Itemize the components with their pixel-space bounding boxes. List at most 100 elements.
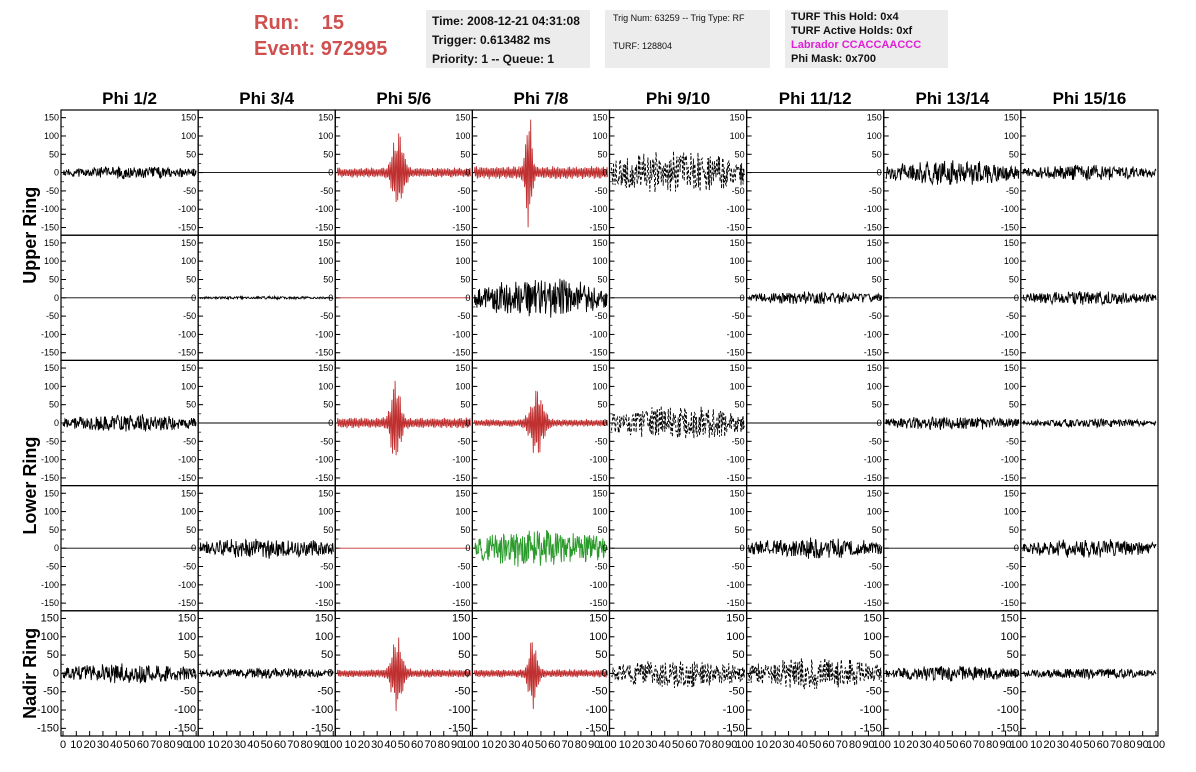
y-tick-label: 50: [872, 274, 882, 284]
y-tick-label: -100: [589, 455, 607, 465]
y-tick-label: -50: [594, 311, 607, 321]
x-tick-label: 100: [735, 739, 753, 751]
y-tick-label: -100: [1001, 580, 1019, 590]
y-tick-label: 150: [318, 363, 333, 373]
y-tick-label: 50: [872, 400, 882, 410]
y-tick-label: -150: [589, 223, 607, 233]
x-tick-label: 40: [247, 739, 259, 751]
y-tick-label: 0: [190, 667, 196, 679]
y-tick-label: -50: [457, 186, 470, 196]
y-tick-label: 0: [740, 543, 745, 553]
y-tick-label: -50: [869, 186, 882, 196]
y-tick-label: -100: [41, 329, 59, 339]
y-tick-label: -100: [864, 455, 882, 465]
x-tick-label: 90: [1137, 739, 1149, 751]
x-tick-label: 20: [1043, 739, 1055, 751]
y-tick-label: -50: [1006, 311, 1019, 321]
x-tick-label: 70: [150, 739, 162, 751]
y-tick-label: 100: [452, 631, 470, 643]
y-tick-label: 150: [592, 113, 607, 123]
column-header: Phi 9/10: [646, 89, 710, 108]
y-tick-label: 150: [318, 113, 333, 123]
ring-label: Nadir Ring: [20, 628, 40, 719]
x-tick-label: 20: [221, 739, 233, 751]
turf-hold-text: TURF This Hold: 0x4: [791, 11, 899, 23]
y-tick-label: 0: [602, 418, 607, 428]
x-tick-label: 80: [1123, 739, 1135, 751]
y-tick-label: 150: [863, 612, 881, 624]
waveform-trace: [611, 405, 746, 439]
y-tick-label: -50: [732, 562, 745, 572]
y-tick-label: 0: [740, 293, 745, 303]
y-tick-label: -150: [723, 722, 745, 734]
y-tick-label: -150: [37, 722, 59, 734]
y-tick-label: 100: [41, 631, 59, 643]
ring-label: Upper Ring: [20, 187, 40, 284]
waveform-trace: [473, 642, 608, 710]
y-tick-label: 0: [54, 168, 59, 178]
y-tick-label: -100: [1001, 455, 1019, 465]
x-tick-label: 50: [535, 739, 547, 751]
waveform-trace: [885, 160, 1020, 186]
y-tick-label: -100: [174, 704, 196, 716]
y-tick-label: 100: [181, 256, 196, 266]
column-header: Phi 7/8: [514, 89, 569, 108]
y-tick-label: -150: [174, 722, 196, 734]
x-tick-label: 60: [685, 739, 697, 751]
y-tick-label: 100: [315, 631, 333, 643]
y-tick-label: -50: [869, 562, 882, 572]
y-tick-label: 100: [592, 381, 607, 391]
y-tick-label: -150: [864, 598, 882, 608]
y-tick-label: -50: [46, 186, 59, 196]
x-tick-label: 20: [769, 739, 781, 751]
y-tick-label: 100: [318, 256, 333, 266]
x-tick-label: 90: [588, 739, 600, 751]
y-tick-label: 50: [597, 525, 607, 535]
y-tick-label: 150: [867, 488, 882, 498]
y-tick-label: 100: [730, 381, 745, 391]
y-tick-label: 0: [54, 418, 59, 428]
y-tick-label: -50: [46, 436, 59, 446]
y-tick-label: 50: [460, 400, 470, 410]
y-tick-label: 150: [1004, 488, 1019, 498]
y-tick-label: -150: [315, 473, 333, 483]
y-tick-label: -150: [41, 348, 59, 358]
y-tick-label: -100: [178, 580, 196, 590]
y-tick-label: -150: [864, 223, 882, 233]
y-tick-label: 100: [44, 256, 59, 266]
y-tick-label: 100: [730, 256, 745, 266]
waveform-trace: [1022, 667, 1157, 681]
x-tick-label: 40: [384, 739, 396, 751]
waveform-trace: [1022, 417, 1157, 429]
y-tick-label: 50: [735, 400, 745, 410]
y-tick-label: 100: [318, 381, 333, 391]
y-tick-label: -50: [732, 186, 745, 196]
y-tick-label: -150: [178, 473, 196, 483]
x-tick-label: 60: [822, 739, 834, 751]
y-tick-label: -50: [457, 436, 470, 446]
y-tick-label: 0: [327, 667, 333, 679]
x-tick-label: 90: [314, 739, 326, 751]
y-tick-label: 150: [181, 113, 196, 123]
y-tick-label: -100: [585, 704, 607, 716]
y-tick-label: 150: [455, 113, 470, 123]
x-tick-label: 60: [274, 739, 286, 751]
y-tick-label: 100: [867, 507, 882, 517]
labrador-text: Labrador CCACCAACCC: [791, 39, 922, 51]
y-tick-label: -100: [864, 329, 882, 339]
y-tick-label: -150: [178, 223, 196, 233]
y-tick-label: 100: [318, 131, 333, 141]
y-tick-label: 100: [455, 131, 470, 141]
y-tick-label: 0: [191, 418, 196, 428]
y-tick-label: -50: [732, 311, 745, 321]
y-tick-label: 0: [464, 667, 470, 679]
y-tick-label: 50: [1009, 274, 1019, 284]
y-tick-label: -150: [589, 348, 607, 358]
y-tick-label: -50: [1006, 562, 1019, 572]
y-tick-label: -50: [592, 686, 608, 698]
y-tick-label: 100: [455, 507, 470, 517]
x-tick-label: 10: [893, 739, 905, 751]
y-tick-label: 100: [1004, 507, 1019, 517]
x-tick-label: 40: [110, 739, 122, 751]
turf-active-text: TURF Active Holds: 0xf: [791, 25, 913, 37]
